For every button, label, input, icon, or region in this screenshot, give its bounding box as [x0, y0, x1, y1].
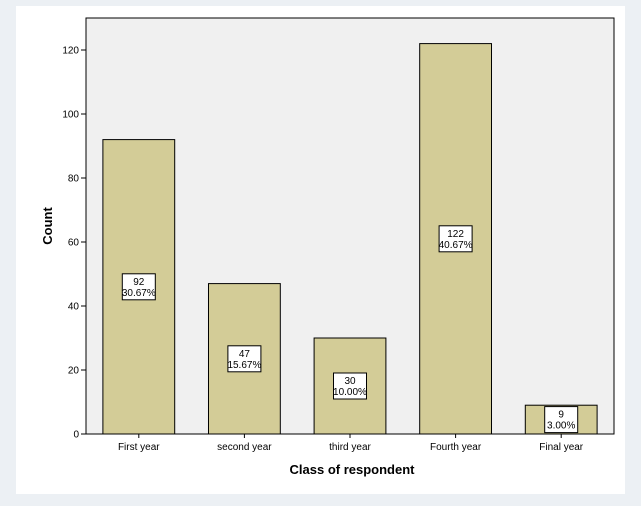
data-label-count: 30: [344, 376, 356, 387]
y-tick-label: 0: [73, 430, 79, 441]
data-label-percent: 40.67%: [439, 240, 473, 251]
y-axis-ticks: 0 20 40 60 80 100 120: [62, 46, 86, 441]
y-tick-label: 60: [68, 238, 80, 249]
data-label-count: 92: [133, 277, 145, 288]
x-axis-title: Class of respondent: [290, 462, 416, 477]
data-label-percent: 3.00%: [547, 421, 575, 432]
y-tick-label: 120: [62, 46, 79, 57]
y-tick-label: 80: [68, 174, 80, 185]
x-tick-label: third year: [329, 442, 371, 453]
data-label-percent: 10.00%: [333, 387, 367, 398]
data-label-box: [121, 273, 156, 301]
data-label-box: [227, 345, 262, 373]
data-label-box: [438, 225, 473, 253]
x-tick-label: second year: [217, 442, 272, 453]
data-label-count: 9: [558, 410, 564, 421]
y-axis-title: Count: [40, 207, 55, 245]
data-label-percent: 30.67%: [122, 288, 156, 299]
x-tick-label: Final year: [539, 442, 584, 453]
x-tick-label: Fourth year: [430, 442, 482, 453]
chart-frame: 0 20 40 60 80 100 120 92 30.67% 47 15.67% 30 10.00%…: [16, 6, 625, 494]
x-tick-label: First year: [118, 442, 160, 453]
data-label-box: [544, 406, 579, 434]
y-tick-label: 100: [62, 110, 79, 121]
data-label-percent: 15.67%: [227, 360, 261, 371]
y-tick-label: 40: [68, 302, 80, 313]
data-label-count: 122: [447, 229, 464, 240]
x-axis-ticks: First year second year third year Fourth ye…: [118, 434, 584, 453]
data-label-count: 47: [239, 349, 251, 360]
data-label-box: [333, 372, 367, 400]
y-tick-label: 20: [68, 366, 80, 377]
